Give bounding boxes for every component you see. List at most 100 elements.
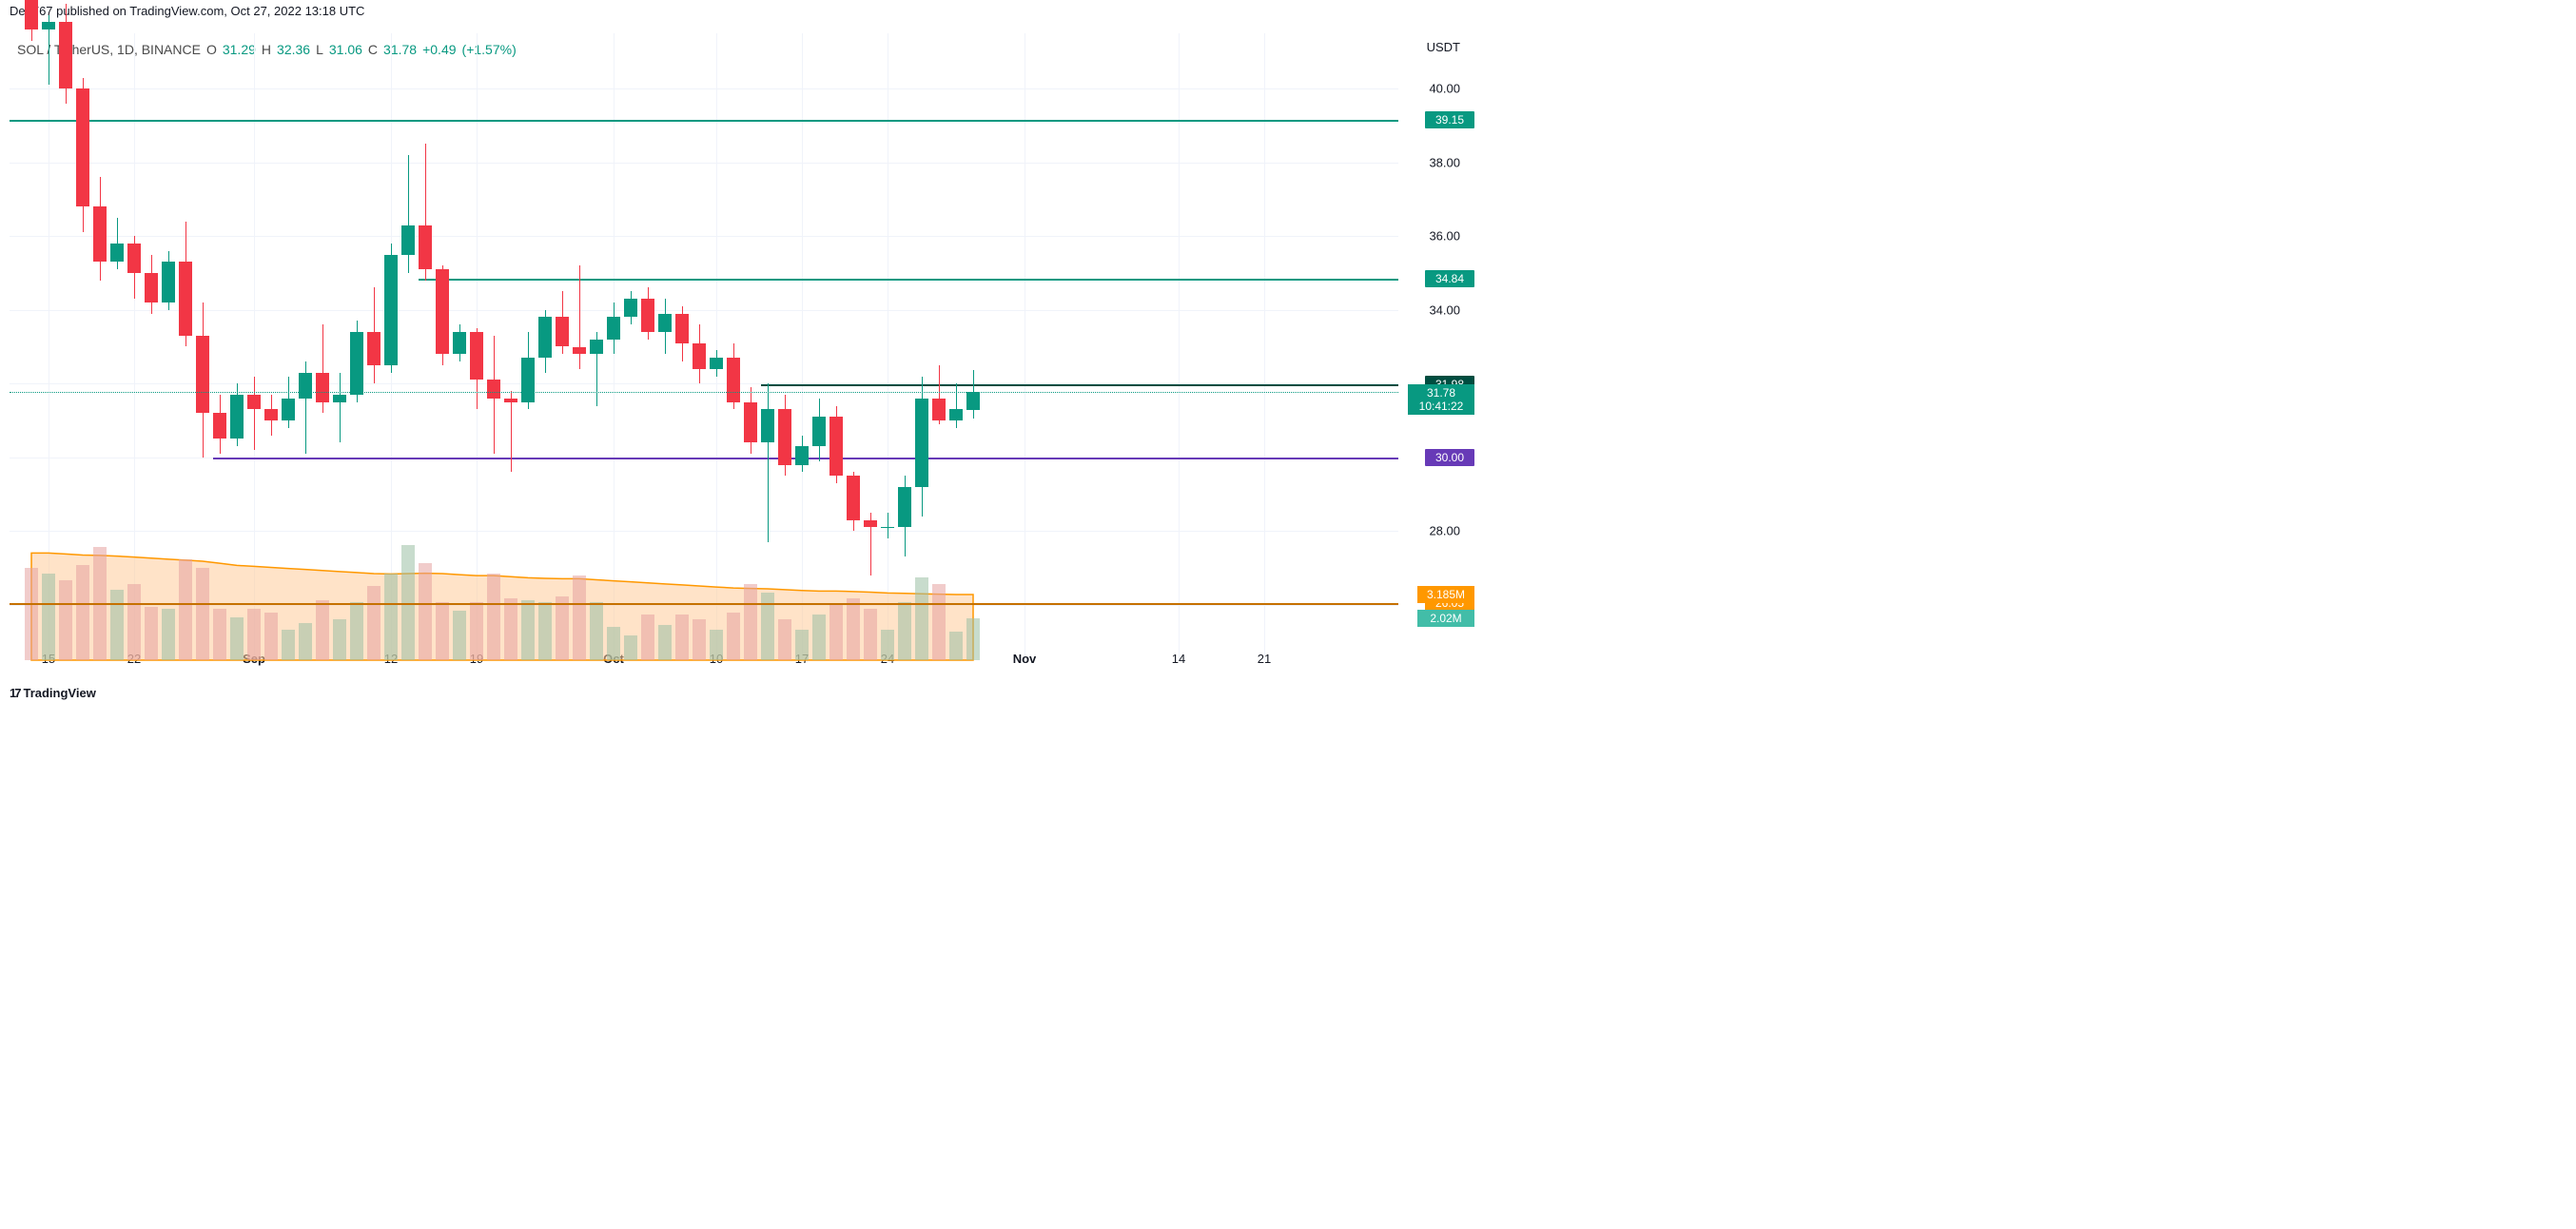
candle-body[interactable] — [299, 373, 312, 399]
candle-body[interactable] — [590, 340, 603, 355]
ohlc-chg: +0.49 — [422, 42, 456, 57]
grid-vertical — [802, 33, 803, 660]
candle-body[interactable] — [316, 373, 329, 402]
candle-wick — [956, 383, 957, 428]
candle-body[interactable] — [624, 299, 637, 317]
x-axis-label: 21 — [1258, 652, 1271, 666]
grid-horizontal — [10, 236, 1398, 237]
candle-body[interactable] — [812, 417, 826, 446]
candle-body[interactable] — [881, 527, 894, 528]
volume-bar — [556, 596, 569, 660]
volume-bar — [744, 584, 757, 660]
branding: 17 TradingView — [10, 686, 96, 700]
candle-body[interactable] — [367, 332, 381, 365]
volume-bar — [898, 602, 911, 660]
candle-body[interactable] — [401, 225, 415, 255]
y-axis-label: 40.00 — [1429, 82, 1460, 96]
volume-bar — [727, 613, 740, 660]
candle-body[interactable] — [76, 88, 89, 206]
candle-body[interactable] — [42, 22, 55, 29]
candle-body[interactable] — [282, 399, 295, 420]
candle-body[interactable] — [384, 255, 398, 365]
candle-body[interactable] — [898, 487, 911, 528]
horizontal-line[interactable] — [761, 384, 1398, 386]
grid-vertical — [1179, 33, 1180, 660]
candle-body[interactable] — [230, 395, 244, 439]
candle-body[interactable] — [162, 262, 175, 302]
volume-bar — [419, 563, 432, 660]
grid-vertical — [716, 33, 717, 660]
volume-bar — [915, 577, 928, 660]
candle-body[interactable] — [949, 409, 963, 420]
candle-body[interactable] — [470, 332, 483, 380]
candle-body[interactable] — [25, 0, 38, 29]
horizontal-line-label: 39.15 — [1425, 111, 1474, 128]
candle-body[interactable] — [710, 358, 723, 369]
candle-body[interactable] — [915, 399, 928, 487]
candle-body[interactable] — [966, 392, 980, 410]
candle-body[interactable] — [196, 336, 209, 413]
ohlc-close: 31.78 — [383, 42, 417, 57]
candle-body[interactable] — [127, 244, 141, 273]
chart-container: Den767 published on TradingView.com, Oct… — [0, 0, 1484, 706]
candle-body[interactable] — [932, 399, 946, 420]
candle-body[interactable] — [675, 314, 689, 343]
candle-body[interactable] — [333, 395, 346, 402]
candle-body[interactable] — [247, 395, 261, 410]
candle-body[interactable] — [761, 409, 774, 442]
volume-bar — [162, 609, 175, 660]
x-axis-label: Nov — [1013, 652, 1037, 666]
current-price-line — [10, 392, 1398, 393]
candle-body[interactable] — [864, 520, 877, 528]
candle-wick — [511, 391, 512, 472]
volume-bar — [829, 605, 843, 661]
candle-body[interactable] — [795, 446, 809, 464]
candle-body[interactable] — [487, 380, 500, 398]
horizontal-line[interactable] — [10, 120, 1398, 122]
candle-body[interactable] — [59, 22, 72, 88]
grid-vertical — [254, 33, 255, 660]
candle-body[interactable] — [693, 343, 706, 369]
ohlc-high: 32.36 — [277, 42, 310, 57]
candle-body[interactable] — [538, 317, 552, 358]
candle-body[interactable] — [264, 409, 278, 420]
volume-bar — [590, 602, 603, 660]
volume-bar — [25, 568, 38, 661]
candle-body[interactable] — [829, 417, 843, 476]
candle-body[interactable] — [213, 413, 226, 439]
volume-bar — [812, 614, 826, 660]
candle-body[interactable] — [847, 476, 860, 520]
volume-bar — [145, 607, 158, 660]
candle-body[interactable] — [778, 409, 791, 464]
candle-body[interactable] — [744, 402, 757, 443]
horizontal-line-label: 30.00 — [1425, 449, 1474, 466]
candle-body[interactable] — [504, 399, 517, 402]
candle-body[interactable] — [607, 317, 620, 339]
symbol-text: SOL / TetherUS, 1D, BINANCE — [17, 42, 201, 57]
volume-bar — [658, 625, 672, 660]
candle-body[interactable] — [436, 269, 449, 354]
y-axis-label: 36.00 — [1429, 229, 1460, 244]
horizontal-line[interactable] — [10, 603, 1398, 605]
volume-bar — [778, 619, 791, 660]
candle-body[interactable] — [556, 317, 569, 346]
candle-body[interactable] — [179, 262, 192, 336]
volume-bar — [487, 574, 500, 660]
candle-body[interactable] — [93, 206, 107, 262]
ohlc-pct: (+1.57%) — [462, 42, 517, 57]
horizontal-line[interactable] — [419, 279, 1398, 281]
candle-body[interactable] — [641, 299, 654, 332]
symbol-bar: SOL / TetherUS, 1D, BINANCE O31.29 H32.3… — [17, 42, 517, 57]
candle-body[interactable] — [573, 347, 586, 355]
candle-body[interactable] — [521, 358, 535, 402]
candle-body[interactable] — [453, 332, 466, 354]
candle-wick — [408, 155, 409, 273]
candle-body[interactable] — [350, 332, 363, 395]
candle-body[interactable] — [145, 273, 158, 302]
volume-bar — [847, 598, 860, 660]
grid-horizontal — [10, 605, 1398, 606]
candle-body[interactable] — [419, 225, 432, 270]
candle-body[interactable] — [658, 314, 672, 332]
candle-body[interactable] — [727, 358, 740, 402]
candle-body[interactable] — [110, 244, 124, 262]
